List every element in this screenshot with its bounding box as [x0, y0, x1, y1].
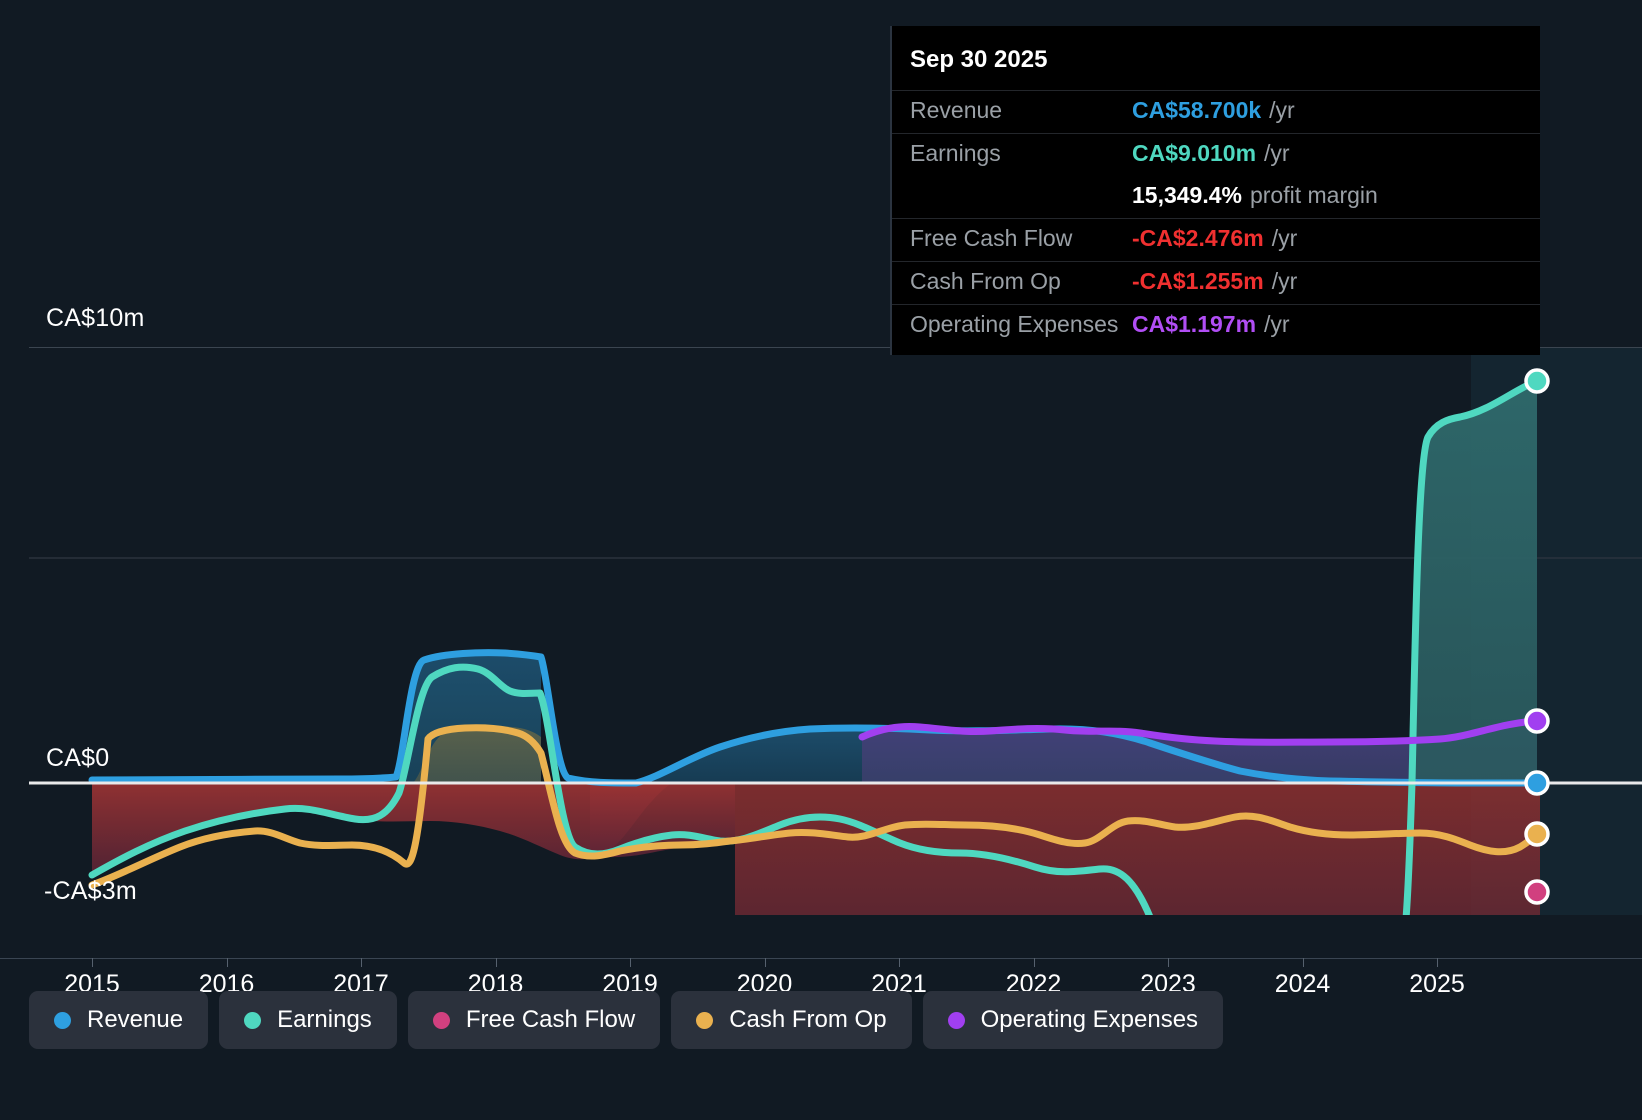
x-axis-tick — [1168, 958, 1169, 967]
legend-item-label: Cash From Op — [729, 1006, 887, 1033]
x-axis-tick — [495, 958, 497, 967]
tooltip-row: Revenue CA$58.700k/yr — [892, 90, 1540, 133]
x-axis-tick — [361, 958, 362, 967]
endpoint-earnings — [1524, 368, 1550, 394]
tooltip-row-unit: profit margin — [1249, 182, 1378, 208]
tooltip-row: 15,349.4% profit margin — [892, 176, 1540, 218]
y-axis-label-top: CA$10m — [46, 304, 145, 332]
legend-item-label: Earnings — [277, 1006, 372, 1033]
y-axis-label-zero: CA$0 — [46, 744, 110, 772]
tooltip-row-unit: /yr — [1271, 268, 1298, 294]
tooltip-row: Earnings CA$9.010m/yr — [892, 133, 1540, 176]
tooltip-row-value: CA$1.197m — [1132, 311, 1257, 337]
endpoint-cfo — [1524, 821, 1550, 847]
legend-color-dot-icon — [244, 1011, 262, 1029]
tooltip-row-value: CA$9.010m — [1132, 140, 1257, 166]
tooltip-row: Cash From Op -CA$1.255m/yr — [892, 261, 1540, 304]
series-line-earnings — [88, 377, 1541, 915]
legend-item-cash-from-op[interactable]: Cash From Op — [671, 991, 912, 1049]
x-axis-label-2025: 2025 — [1409, 970, 1465, 998]
tooltip-row-value: CA$58.700k — [1132, 97, 1262, 123]
chart-legend: Revenue Earnings Free Cash Flow Cash From O… — [29, 991, 1224, 1049]
legend-color-dot-icon — [54, 1011, 71, 1029]
tooltip-row: Operating Expenses CA$1.197m/yr — [892, 304, 1540, 347]
tooltip-row-label: Earnings — [910, 140, 1001, 166]
tooltip-rows: Revenue CA$58.700k/yr Earnings CA$9.010m/yr… — [892, 90, 1540, 347]
cfo-area-spike — [413, 725, 541, 783]
legend-item-earnings[interactable]: Earnings — [219, 991, 397, 1049]
legend-item-operating-expenses[interactable]: Operating Expenses — [922, 991, 1224, 1049]
tooltip-row-unit: /yr — [1264, 311, 1290, 337]
legend-item-label: Revenue — [87, 1006, 184, 1033]
tooltip-row-label: Cash From Op — [910, 268, 1061, 294]
x-axis-tick — [226, 958, 228, 967]
plot-area — [0, 347, 1642, 915]
x-axis-tick — [92, 958, 93, 967]
endpoint-opex — [1524, 708, 1550, 734]
tooltip-row-unit: /yr — [1269, 97, 1295, 123]
legend-color-dot-icon — [947, 1011, 965, 1029]
endpoint-fcf — [1524, 879, 1550, 905]
earnings-area-forecast — [1412, 381, 1537, 783]
x-axis-tick — [1302, 958, 1304, 967]
red-area-main — [735, 783, 1540, 915]
chart-canvas — [29, 347, 1642, 915]
series-line-opex — [858, 717, 1541, 746]
legend-item-label: Operating Expenses — [980, 1006, 1199, 1033]
tooltip-row-value: -CA$2.476m — [1132, 225, 1264, 251]
tooltip-row-label: Free Cash Flow — [910, 225, 1073, 251]
x-axis-tick — [899, 958, 900, 967]
x-axis-tick — [1437, 958, 1438, 967]
legend-item-free-cash-flow[interactable]: Free Cash Flow — [407, 991, 661, 1049]
y-axis-label-bottom: -CA$3m — [44, 877, 137, 905]
legend-color-dot-icon — [432, 1011, 450, 1029]
red-area-early — [92, 783, 672, 875]
tooltip-row-label: Revenue — [910, 97, 1003, 123]
x-axis-line — [0, 958, 1642, 959]
tooltip-row-label: Operating Expenses — [910, 311, 1119, 337]
x-axis-tick — [764, 958, 766, 967]
endpoint-revenue — [1524, 770, 1550, 796]
x-axis-tick — [630, 958, 631, 967]
tooltip-row-value: 15,349.4% — [1132, 182, 1242, 208]
legend-item-revenue[interactable]: Revenue — [29, 991, 209, 1049]
series-line-cfo — [88, 724, 1541, 889]
legend-item-label: Free Cash Flow — [465, 1006, 636, 1033]
tooltip-row-value: -CA$1.255m — [1132, 268, 1264, 294]
x-axis-label-2024: 2024 — [1274, 970, 1331, 998]
tooltip-row-unit: /yr — [1271, 225, 1298, 251]
legend-color-dot-icon — [696, 1011, 714, 1029]
tooltip-row: Free Cash Flow -CA$2.476m/yr — [892, 218, 1540, 261]
tooltip-row-unit: /yr — [1264, 140, 1290, 166]
x-axis-tick — [1033, 958, 1035, 967]
tooltip-card: Sep 30 2025 Revenue CA$58.700k/yr Earnings… — [890, 26, 1540, 355]
tooltip-date: Sep 30 2025 — [910, 46, 1048, 73]
series-line-revenue — [88, 649, 1541, 787]
opex-area — [862, 721, 1537, 783]
